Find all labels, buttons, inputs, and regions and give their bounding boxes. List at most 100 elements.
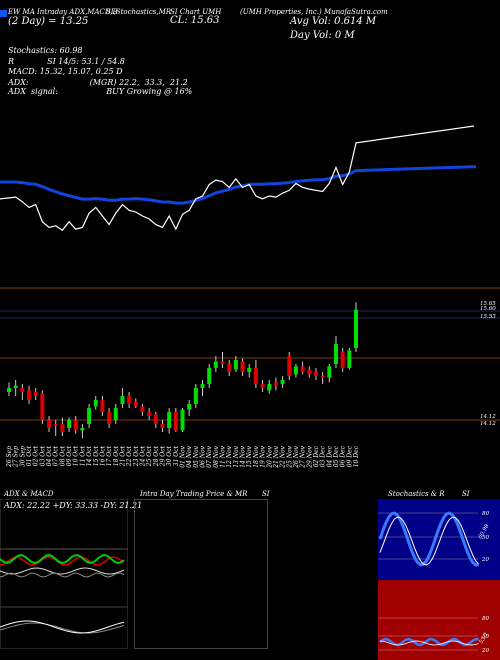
candle-2 xyxy=(20,384,25,400)
candle-body-47 xyxy=(320,376,325,378)
date-label-19: 23 Oct xyxy=(133,445,140,467)
candle-body-17 xyxy=(120,396,125,404)
date-label-25: 31 Oct xyxy=(173,445,180,466)
candle-body-39 xyxy=(267,384,272,391)
date-label-35: 14 Nov xyxy=(240,445,247,467)
candle-body-16 xyxy=(113,408,118,420)
candle-19 xyxy=(133,398,138,408)
candle-28 xyxy=(193,384,198,408)
candle-body-40 xyxy=(273,382,278,386)
candle-body-23 xyxy=(160,424,165,428)
date-label-29: 06 Nov xyxy=(200,445,207,467)
date-label-1: 27 Sep xyxy=(13,446,20,468)
stoch-level-label-2: 20 xyxy=(481,557,489,563)
adx-panel-title: ADX & MACD xyxy=(4,490,54,498)
candle-38 xyxy=(260,380,265,392)
date-label-3: 01 Oct xyxy=(26,445,33,466)
candle-body-44 xyxy=(300,366,305,372)
candle-49 xyxy=(333,336,338,368)
candle-body-2 xyxy=(20,388,25,392)
candle-42 xyxy=(287,352,292,380)
candle-body-52 xyxy=(354,309,358,348)
candle-33 xyxy=(227,360,232,376)
candle-body-24 xyxy=(167,412,172,428)
date-label-26: 01 Nov xyxy=(180,445,187,467)
candle-body-20 xyxy=(140,406,145,412)
candle-body-51 xyxy=(347,350,352,368)
date-label-14: 16 Oct xyxy=(99,445,106,466)
candle-body-21 xyxy=(147,412,152,416)
candle-body-33 xyxy=(227,364,232,372)
header-line1-mid2: SI Chart UMH xyxy=(170,8,222,16)
candle-14 xyxy=(100,396,105,416)
candle-body-49 xyxy=(333,344,338,364)
candle-body-37 xyxy=(253,368,258,384)
candle-body-6 xyxy=(47,420,52,428)
date-label-5: 03 Oct xyxy=(39,445,46,466)
candle-6 xyxy=(47,416,52,432)
date-label-49: 05 Dec xyxy=(333,445,340,467)
date-label-22: 28 Oct xyxy=(153,445,160,467)
avg-vol: Avg Vol: 0.614 M xyxy=(290,16,377,27)
date-label-11: 11 Oct xyxy=(79,445,86,466)
date-label-20: 24 Oct xyxy=(139,445,146,467)
candle-body-1 xyxy=(13,385,18,388)
adx-panel-readout: ADX: 22.22 +DY: 33.33 -DY: 21.21 xyxy=(4,501,143,510)
date-label-45: 29 Nov xyxy=(306,445,313,468)
date-label-12: 14 Oct xyxy=(86,445,93,466)
rsi-value-label: 53.1 xyxy=(479,631,490,645)
stoch-panel-title: Stochastics & R xyxy=(388,490,445,498)
r-readout: R SI 14/5: 53.1 / 54.8 xyxy=(8,57,125,66)
date-label-34: 13 Nov xyxy=(233,445,240,467)
date-label-42: 25 Nov xyxy=(286,445,293,468)
header-line1-right: (UMH Properties, Inc.) MunafaSutra.com xyxy=(240,8,388,16)
date-label-24: 30 Oct xyxy=(166,445,173,466)
date-label-0: 26 Sep xyxy=(6,446,13,468)
date-label-50: 06 Dec xyxy=(340,445,347,467)
price-axis-label-4: 14.12 xyxy=(480,421,496,427)
candle-5 xyxy=(40,390,45,424)
candle-40 xyxy=(273,377,278,391)
candle-12 xyxy=(87,404,92,428)
legend-square xyxy=(0,10,7,17)
candle-9 xyxy=(67,417,72,432)
candle-8 xyxy=(60,417,65,436)
date-label-44: 27 Nov xyxy=(300,445,307,468)
price-axis-label-2: 15.53 xyxy=(480,314,496,320)
cl-label: CL: 15.63 xyxy=(170,15,220,26)
candle-body-8 xyxy=(60,424,65,432)
stoch-level-label-1: 50 xyxy=(482,535,489,541)
candle-51 xyxy=(347,348,352,370)
candle-body-22 xyxy=(153,414,158,424)
rsi-level-label-0: 80 xyxy=(482,616,489,622)
candle-43 xyxy=(293,364,298,378)
candle-body-7 xyxy=(53,424,58,426)
date-label-38: 19 Nov xyxy=(260,445,267,467)
candle-body-48 xyxy=(327,366,332,378)
close-line xyxy=(0,125,475,232)
candle-body-50 xyxy=(340,352,345,368)
candle-body-28 xyxy=(193,388,198,404)
date-label-46: 02 Dec xyxy=(313,445,320,467)
candle-26 xyxy=(180,408,185,432)
candle-45 xyxy=(307,366,312,378)
candle-30 xyxy=(207,364,212,388)
date-label-23: 29 Oct xyxy=(159,445,166,467)
date-label-15: 17 Oct xyxy=(106,445,113,466)
candle-44 xyxy=(300,361,305,375)
price-axis-label-0: 15.65 xyxy=(480,301,496,307)
candle-body-38 xyxy=(260,384,265,388)
candle-body-26 xyxy=(180,409,185,431)
date-label-21: 25 Oct xyxy=(146,445,153,467)
candle-17 xyxy=(120,388,125,408)
candle-body-9 xyxy=(67,420,72,428)
day-vol: Day Vol: 0 M xyxy=(290,30,355,41)
candle-7 xyxy=(53,420,58,436)
date-label-27: 04 Nov xyxy=(186,445,193,467)
intraday-panel xyxy=(134,499,268,649)
candle-body-35 xyxy=(240,361,245,372)
date-label-48: 04 Dec xyxy=(326,445,333,467)
date-label-52: 10 Dec xyxy=(353,445,360,467)
